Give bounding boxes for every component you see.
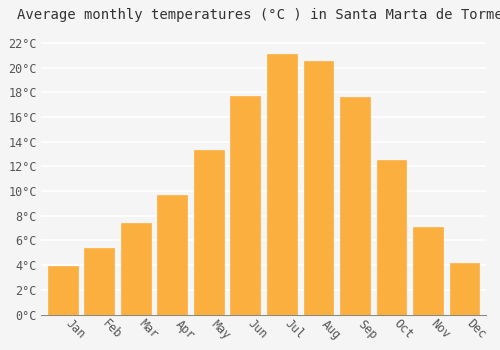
Bar	[121, 223, 151, 315]
Bar	[48, 266, 78, 315]
Bar	[267, 54, 297, 315]
Title: Average monthly temperatures (°C ) in Santa Marta de Tormes: Average monthly temperatures (°C ) in Sa…	[16, 8, 500, 22]
Bar	[158, 195, 188, 315]
Bar	[450, 263, 480, 315]
Bar	[413, 227, 443, 315]
Bar	[340, 97, 370, 315]
Bar	[194, 150, 224, 315]
Bar	[376, 160, 406, 315]
Bar	[304, 61, 334, 315]
Bar	[230, 96, 260, 315]
Bar	[84, 248, 114, 315]
